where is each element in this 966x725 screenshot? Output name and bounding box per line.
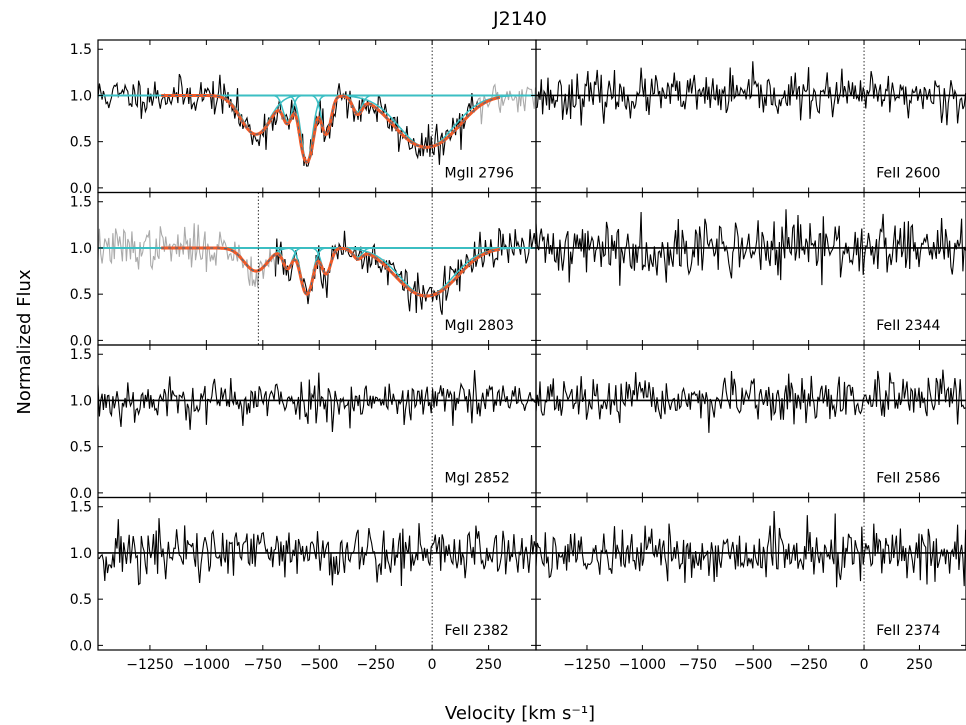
spectrum <box>98 73 536 167</box>
y-tick-label: 1.0 <box>70 546 92 562</box>
y-tick-label: 0.5 <box>70 287 92 303</box>
panel-feii-2586: FeII 2586 <box>535 344 966 499</box>
fit-component <box>98 247 536 295</box>
spectrum-segment <box>98 73 478 167</box>
masked-spectrum-segment <box>476 83 536 125</box>
x-tick-label: −250 <box>789 657 827 673</box>
transition-label: FeII 2600 <box>876 166 940 182</box>
transition-label: FeII 2374 <box>876 623 940 639</box>
panel-mgii-2803: 0.0 0.5 1.0 1.5 MgII 2803 <box>70 191 537 349</box>
transition-label: MgI 2852 <box>445 471 510 487</box>
transition-label: FeII 2382 <box>445 623 509 639</box>
spectrum <box>98 370 536 433</box>
panel-feii-2344: FeII 2344 <box>535 191 966 346</box>
y-tick-label: 0.5 <box>70 135 92 151</box>
figure-title: J2140 <box>492 8 547 30</box>
y-tick-label: 1.0 <box>70 241 92 257</box>
total-fit-dash <box>161 247 500 297</box>
spectrum <box>98 223 536 315</box>
masked-spectrum-segment <box>98 223 277 288</box>
y-tick-label: 0.0 <box>70 638 92 654</box>
panel-feii-2382: 0.0 0.5 1.0 1.5 −1250 −1000 −750 −500 −250 0 250 Fe… <box>70 496 537 673</box>
x-tick-label: −750 <box>244 657 282 673</box>
y-tick-label: 1.5 <box>70 42 92 58</box>
x-axis-title: Velocity [km s⁻¹] <box>445 703 595 724</box>
spectrum-segment <box>536 510 966 588</box>
voigt-fit <box>98 246 536 298</box>
y-tick-label: 1.5 <box>70 500 92 516</box>
x-tick-label: −1250 <box>126 657 173 673</box>
x-tick-label: −500 <box>734 657 772 673</box>
panel-mgii-2796: 0.0 0.5 1.0 1.5 MgII 2796 <box>70 39 537 197</box>
fit-component <box>98 247 536 297</box>
panel-feii-2600: FeII 2600 <box>535 39 966 194</box>
y-tick-label: 1.0 <box>70 393 92 409</box>
transition-label: MgII 2803 <box>445 318 514 334</box>
total-fit-dash <box>161 95 500 163</box>
spectrum-segment <box>98 518 536 587</box>
x-tick-label: −750 <box>679 657 717 673</box>
x-tick-label: −1000 <box>183 657 230 673</box>
spectrum-segment <box>536 61 966 126</box>
y-tick-label: 0.0 <box>70 181 92 197</box>
spectrum <box>98 518 536 587</box>
x-tick-label: −1000 <box>619 657 666 673</box>
y-tick-label: 1.5 <box>70 347 92 363</box>
x-tick-label: −500 <box>300 657 338 673</box>
spectrum-segment <box>536 209 966 286</box>
panel-frame <box>535 496 966 651</box>
y-tick-label: 1.0 <box>70 88 92 104</box>
x-tick-label: 0 <box>860 657 869 673</box>
x-tick-label: 250 <box>475 657 502 673</box>
panel-grid: 0.0 0.5 1.0 1.5 MgII 2796 FeII 2600 0.0 0.5 1.0 1… <box>70 39 966 673</box>
voigt-fit <box>98 94 536 164</box>
x-tick-label: −1250 <box>563 657 610 673</box>
panel-mgi-2852: 0.0 0.5 1.0 1.5 MgI 2852 <box>70 344 537 502</box>
spectrum-segment <box>98 370 536 433</box>
y-tick-label: 0.0 <box>70 333 92 349</box>
panel-feii-2374: −1250 −1000 −750 −500 −250 0 250 FeII 2374 <box>535 496 966 673</box>
x-tick-label: 250 <box>906 657 933 673</box>
y-tick-label: 1.5 <box>70 195 92 211</box>
transition-label: FeII 2344 <box>876 318 940 334</box>
spectrum <box>536 510 966 588</box>
y-axis-title: Normalized Flux <box>14 269 35 415</box>
transition-label: FeII 2586 <box>876 471 940 487</box>
spectrum <box>536 209 966 286</box>
transition-label: MgII 2796 <box>445 166 514 182</box>
spectrum <box>536 61 966 126</box>
x-tick-label: −250 <box>356 657 394 673</box>
y-tick-label: 0.0 <box>70 486 92 502</box>
y-tick-label: 0.5 <box>70 440 92 456</box>
x-tick-label: 0 <box>428 657 437 673</box>
y-tick-label: 0.5 <box>70 592 92 608</box>
